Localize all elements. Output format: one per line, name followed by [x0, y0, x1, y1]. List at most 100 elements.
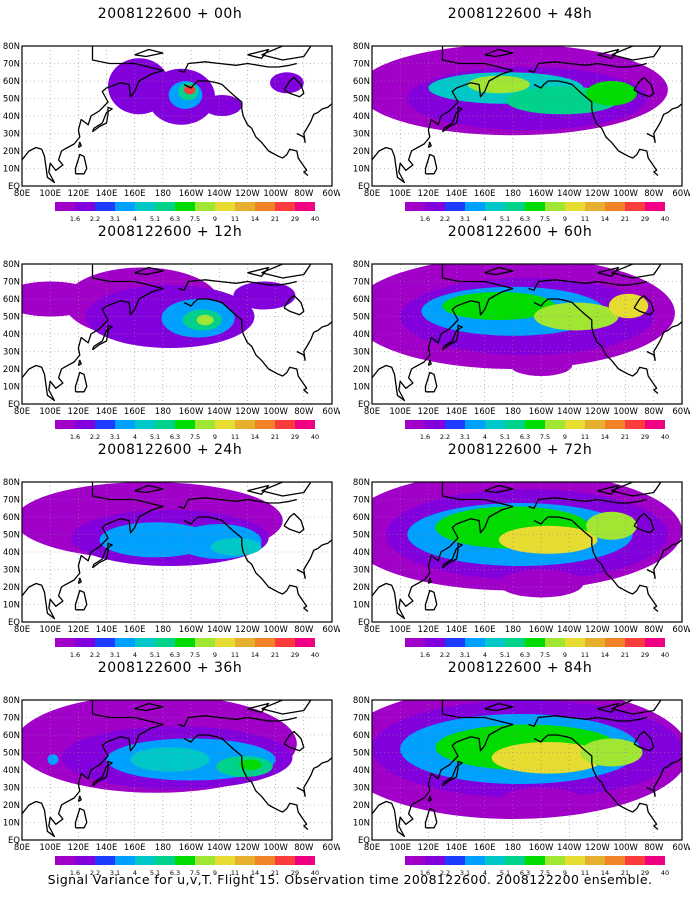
colorbar-tick-label: 14 [251, 869, 259, 875]
colorbar-swatch [255, 202, 275, 211]
lon-tick-label: 120E [68, 407, 90, 417]
variance-contour [239, 759, 262, 771]
lon-tick-label: 100E [39, 189, 61, 199]
coastline [533, 298, 659, 394]
forecast-panel: 2008122600 + 84h EQ 10N 20N 30N 40N 50N 60N 70N 8… [350, 660, 690, 875]
colorbar-tick-label: 11 [231, 433, 239, 439]
lat-tick-label: 40N [3, 766, 20, 776]
coastline [424, 153, 438, 175]
colorbar-swatch [465, 638, 485, 647]
coastline [91, 760, 113, 787]
colorbar-tick-label: 3.1 [460, 651, 470, 657]
lon-tick-label: 120W [585, 625, 610, 635]
panel-title: 2008122600 + 00h [97, 6, 243, 22]
colorbar-swatch [295, 638, 315, 647]
variance-contour [210, 538, 262, 556]
coastline [91, 106, 113, 133]
coastline [427, 359, 432, 367]
colorbar-tick-label: 7.5 [540, 869, 550, 875]
colorbar-tick-label: 11 [231, 215, 239, 221]
colorbar-tick-label: 5.1 [150, 215, 160, 221]
lon-tick-label: 80W [294, 625, 314, 635]
coastline [283, 512, 305, 534]
colorbar: 1.6 2.2 3.1 4 5.1 6.3 7.5 9 11 14 21 29 40 [405, 420, 669, 439]
lat-tick-label: 60N [353, 731, 370, 741]
map-frame [21, 263, 333, 405]
colorbar-tick-label: 29 [291, 869, 299, 875]
colorbar-tick-label: 40 [661, 215, 669, 221]
lat-tick-label: 40N [353, 330, 370, 340]
lat-tick-label: 70N [353, 496, 370, 506]
colorbar: 1.6 2.2 3.1 4 5.1 6.3 7.5 9 11 14 21 29 40 [55, 202, 319, 221]
colorbar-tick-label: 6.3 [170, 651, 180, 657]
colorbar-swatch [135, 420, 155, 429]
colorbar-tick-label: 1.6 [70, 869, 80, 875]
lat-tick-label: 40N [3, 548, 20, 558]
lon-tick-label: 100W [263, 407, 288, 417]
colorbar-tick-label: 14 [251, 215, 259, 221]
lat-tick-label: 40N [353, 766, 370, 776]
colorbar-tick-label: 40 [311, 433, 319, 439]
lat-tick-label: 60N [353, 513, 370, 523]
map-area [372, 482, 682, 622]
colorbar-swatch [425, 420, 445, 429]
colorbar-tick-label: 1.6 [70, 433, 80, 439]
colorbar-tick-label: 4 [483, 433, 487, 439]
lon-tick-label: 100E [389, 189, 411, 199]
lat-tick-label: 40N [3, 330, 20, 340]
lon-tick-label: 80E [364, 407, 380, 417]
colorbar-tick-label: 1.6 [70, 651, 80, 657]
lat-tick-label: 70N [3, 60, 20, 70]
colorbar-swatch [135, 638, 155, 647]
variance-contour [498, 525, 598, 554]
lon-tick-label: 100W [613, 189, 638, 199]
lat-tick-label: 80N [353, 260, 370, 270]
colorbar-tick-label: 1.6 [420, 433, 430, 439]
lat-tick-label: 10N [353, 819, 370, 829]
coastline [134, 702, 164, 712]
colorbar-swatch [75, 202, 95, 211]
colorbar-tick-label: 11 [581, 651, 589, 657]
lat-tick-label: EQ [8, 400, 20, 410]
lon-tick-label: 100E [39, 625, 61, 635]
colorbar-tick-label: 40 [661, 869, 669, 875]
coastline [134, 484, 164, 494]
coastline [91, 542, 113, 569]
colorbar-swatch [605, 420, 625, 429]
map-area [372, 264, 682, 404]
coastline [484, 702, 514, 712]
colorbar-swatch [445, 638, 465, 647]
coastline [597, 266, 620, 277]
colorbar-swatch [195, 856, 215, 865]
lon-tick-label: 80E [14, 843, 30, 853]
lat-tick-label: 40N [3, 112, 20, 122]
lat-tick-label: 50N [3, 531, 20, 541]
coastline [283, 294, 305, 316]
forecast-panel: 2008122600 + 60h EQ 10N 20N 30N 40N 50N 60N 70N 8… [350, 224, 690, 439]
colorbar-swatch [585, 856, 605, 865]
coastline [77, 141, 82, 149]
lon-tick-label: 140E [96, 189, 118, 199]
coastline [261, 700, 312, 715]
colorbar-swatch [175, 856, 195, 865]
coastline [247, 48, 270, 59]
colorbar-swatch [405, 638, 425, 647]
colorbar-swatch [565, 420, 585, 429]
lon-tick-label: 140W [557, 407, 582, 417]
colorbar-swatch [155, 638, 175, 647]
lon-tick-label: 120E [418, 407, 440, 417]
map-area [22, 264, 332, 404]
colorbar-tick-label: 7.5 [190, 651, 200, 657]
colorbar-tick-label: 6.3 [170, 215, 180, 221]
colorbar-tick-label: 14 [601, 869, 609, 875]
variance-contour [586, 511, 637, 540]
colorbar-swatch [405, 202, 425, 211]
colorbar-swatch [525, 638, 545, 647]
coastline [247, 266, 270, 277]
colorbar-tick-label: 29 [641, 433, 649, 439]
colorbar-swatch [255, 638, 275, 647]
coastline [646, 757, 682, 797]
colorbar-swatch [95, 856, 115, 865]
colorbar-swatch [525, 202, 545, 211]
lon-tick-label: 160E [474, 625, 496, 635]
